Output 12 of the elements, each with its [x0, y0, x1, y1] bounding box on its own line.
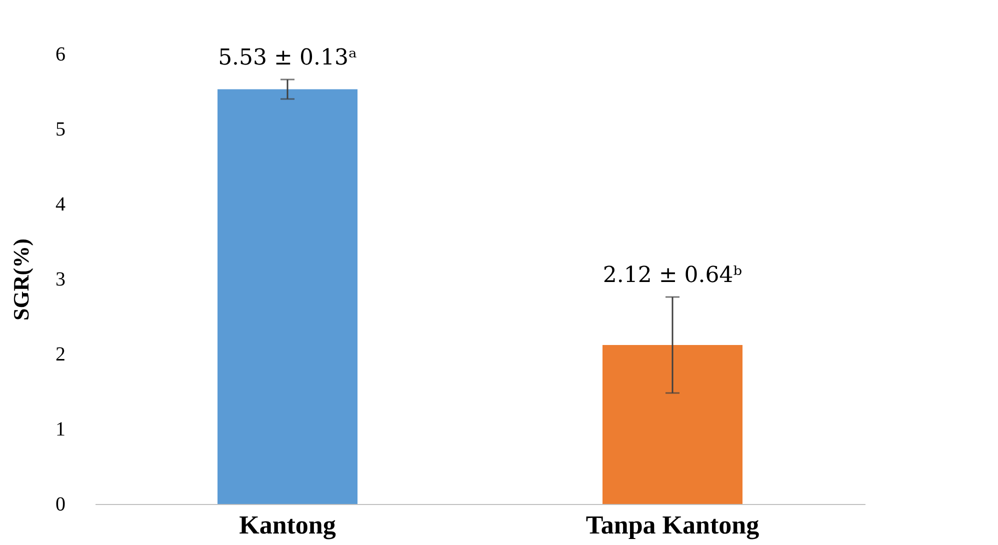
- y-axis-title: SGR(%): [8, 238, 34, 320]
- x-tick-label: Kantong: [239, 510, 336, 540]
- data-label: 5.53 ± 0.13ᵃ: [218, 46, 357, 70]
- y-tick-label: 6: [56, 44, 66, 66]
- y-tick-label: 1: [56, 418, 66, 440]
- y-tick-label: 2: [56, 344, 66, 366]
- y-tick-label: 3: [56, 268, 66, 290]
- data-label: 2.12 ± 0.64ᵇ: [602, 263, 742, 288]
- y-tick-label: 0: [56, 494, 66, 516]
- y-tick-label: 4: [56, 194, 66, 216]
- x-tick-label: Tanpa Kantong: [586, 510, 760, 540]
- y-tick-label: 5: [56, 118, 66, 140]
